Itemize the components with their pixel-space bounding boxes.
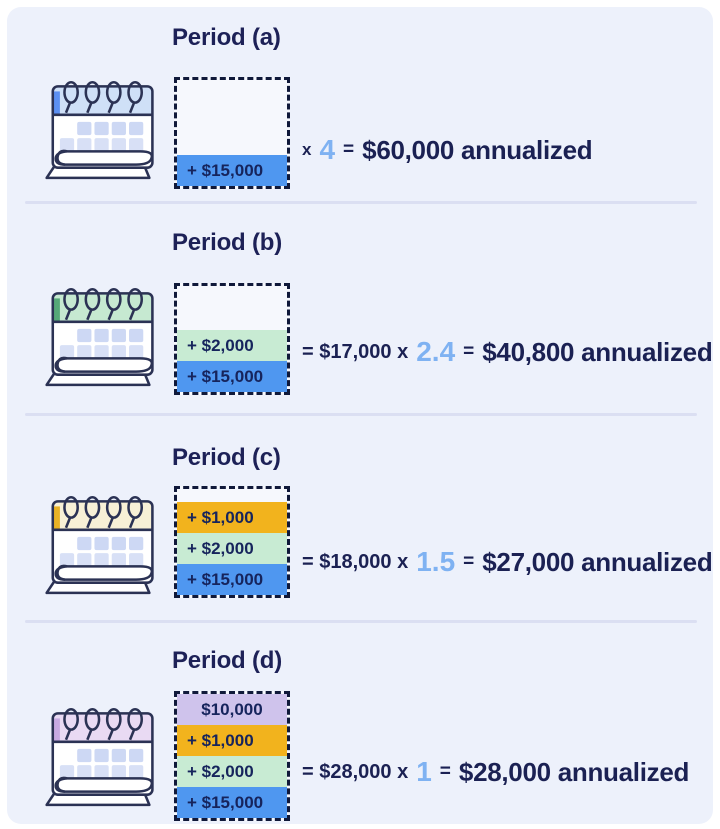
annualization-formula: = $18,000 x 1.5 = $27,000 annualized — [302, 542, 713, 582]
income-stack-box: + $2,000 + $15,000 — [174, 283, 290, 395]
formula-result: $40,800 annualized — [482, 336, 713, 367]
formula-multiplier: 1.5 — [416, 546, 456, 577]
period-d-section: Period (d) $10,000 + $1,000 + $2,000 + $… — [0, 622, 720, 829]
income-stack-box: + $15,000 — [174, 77, 290, 189]
formula-result: $28,000 annualized — [458, 756, 690, 787]
formula-multiplier: 2.4 — [416, 336, 456, 367]
period-c-section: Period (c) + $1,000 + $2,000 + $15,000 =… — [0, 415, 720, 620]
formula-equals: = — [439, 761, 451, 782]
formula-equals: = — [463, 551, 475, 572]
section-divider — [25, 413, 697, 416]
income-band: + $15,000 — [177, 155, 287, 186]
income-band: + $2,000 — [177, 330, 287, 361]
income-band: + $15,000 — [177, 361, 287, 392]
calendar-icon — [45, 707, 154, 807]
formula-prefix: = $18,000 x — [302, 550, 409, 573]
income-band: + $15,000 — [177, 564, 287, 595]
income-band: + $2,000 — [177, 756, 287, 787]
formula-result: $27,000 annualized — [482, 546, 713, 577]
formula-prefix: = $17,000 x — [302, 340, 409, 363]
income-band: + $15,000 — [177, 787, 287, 818]
income-band: $10,000 — [177, 694, 287, 725]
period-b-title: Period (b) — [172, 229, 282, 256]
income-band: + $2,000 — [177, 533, 287, 564]
section-divider — [25, 620, 697, 623]
formula-multiplier: 4 — [319, 134, 336, 165]
formula-result: $60,000 annualized — [362, 134, 593, 165]
calendar-icon — [45, 80, 154, 180]
income-band: + $1,000 — [177, 502, 287, 533]
income-band: + $1,000 — [177, 725, 287, 756]
period-a-section: Period (a) + $15,000 x 4 = $60,000 annua… — [0, 0, 720, 201]
formula-prefix: = $28,000 x — [302, 760, 409, 783]
period-c-title: Period (c) — [172, 444, 281, 471]
annualization-formula: x 4 = $60,000 annualized — [302, 130, 593, 170]
formula-prefix: x — [302, 140, 312, 159]
period-a-title: Period (a) — [172, 24, 281, 51]
calendar-icon — [45, 287, 154, 387]
income-stack-box: + $1,000 + $2,000 + $15,000 — [174, 486, 290, 598]
annualization-formula: = $28,000 x 1 = $28,000 annualized — [302, 752, 689, 792]
calendar-icon — [45, 495, 154, 595]
formula-equals: = — [463, 341, 475, 362]
section-divider — [25, 201, 697, 204]
annualization-formula: = $17,000 x 2.4 = $40,800 annualized — [302, 332, 713, 372]
period-b-section: Period (b) + $2,000 + $15,000 = $17,000 … — [0, 203, 720, 413]
income-stack-box: $10,000 + $1,000 + $2,000 + $15,000 — [174, 691, 290, 821]
formula-equals: = — [343, 139, 355, 160]
formula-multiplier: 1 — [416, 756, 432, 787]
period-d-title: Period (d) — [172, 647, 282, 674]
